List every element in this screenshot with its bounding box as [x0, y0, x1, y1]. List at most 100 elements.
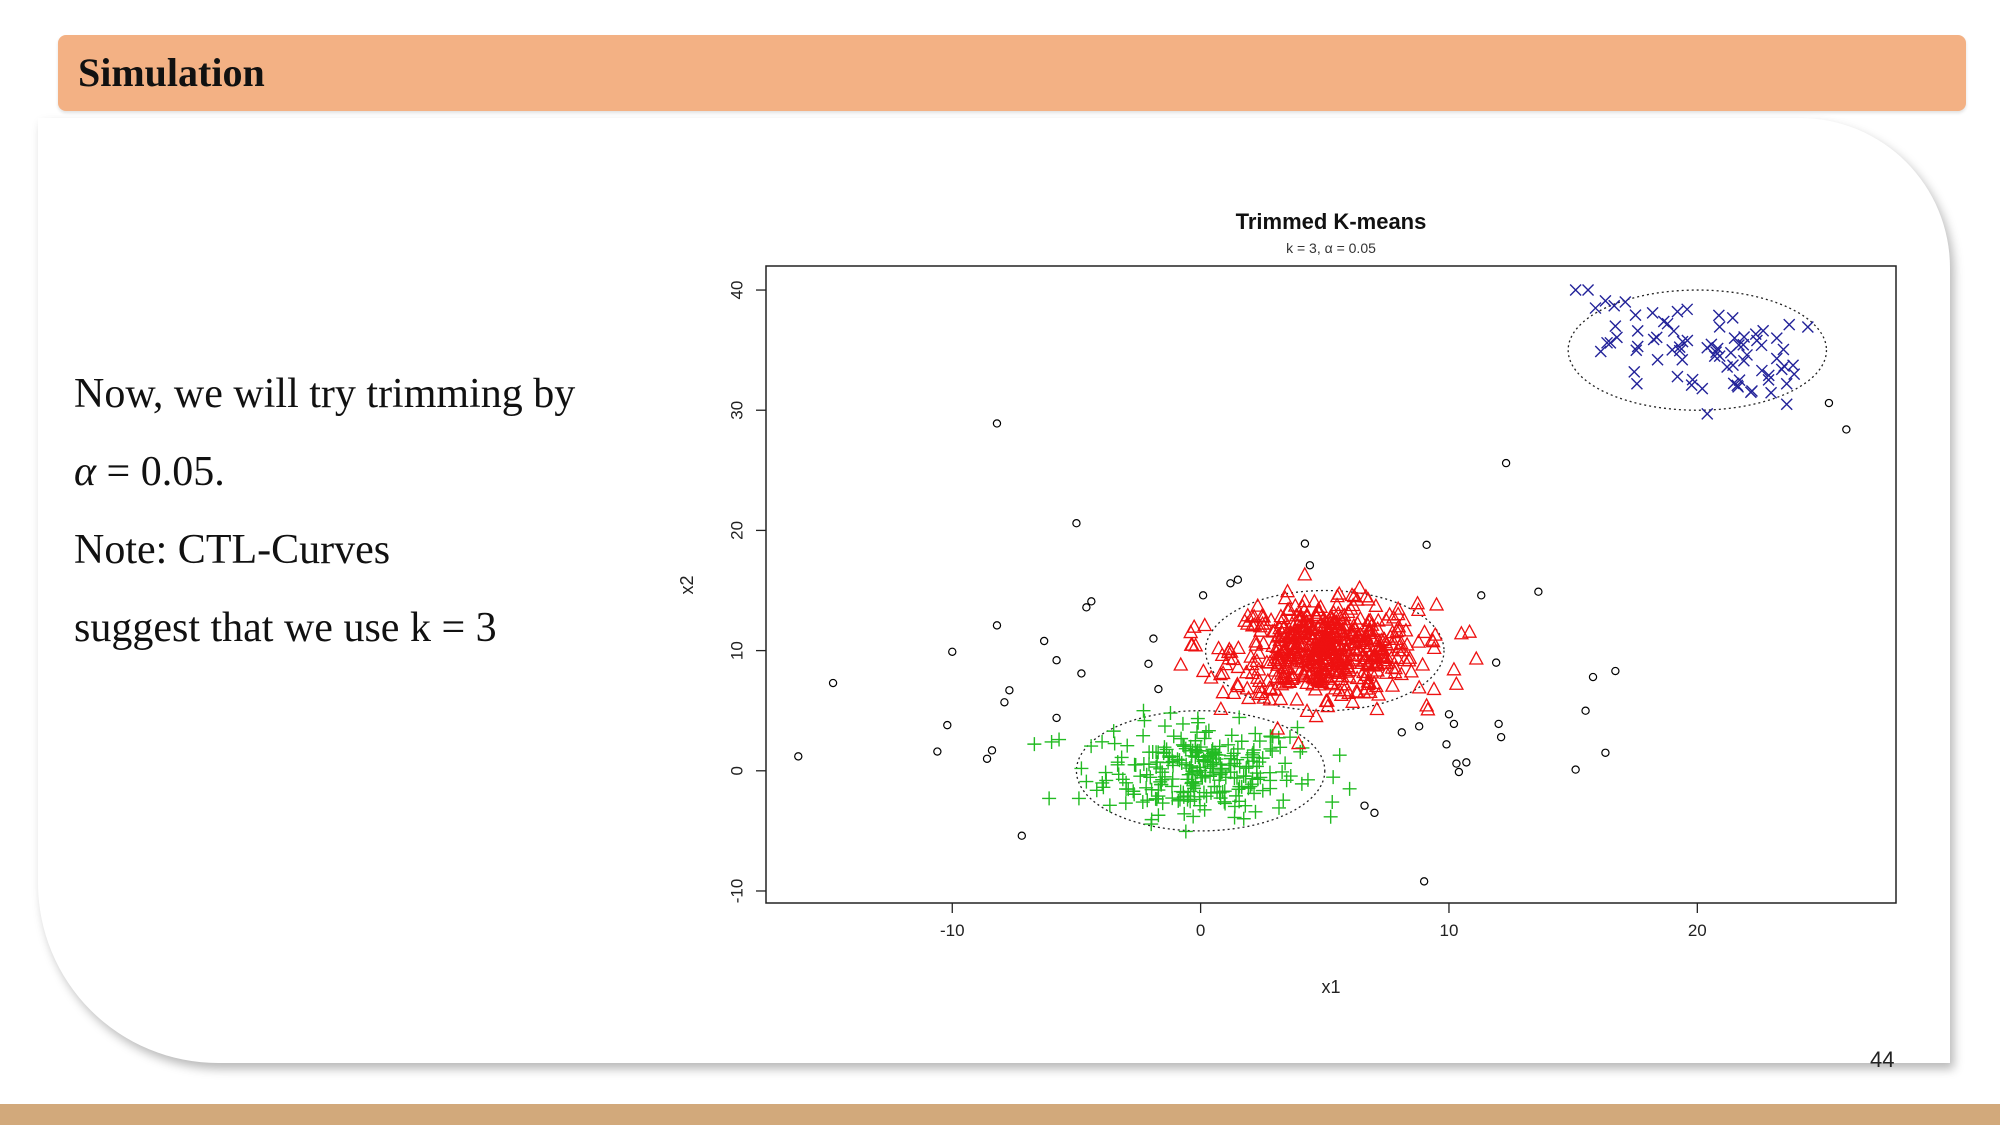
cluster-point: [1410, 633, 1427, 648]
cluster-point: [1737, 354, 1750, 367]
trimmed-point: [1077, 669, 1086, 678]
cluster-point: [1345, 693, 1361, 708]
cluster-point: [1153, 761, 1168, 776]
cluster-point: [1403, 663, 1419, 678]
cluster-point: [1594, 345, 1607, 358]
cluster-point: [1244, 665, 1261, 680]
cluster-point: [1265, 623, 1281, 638]
cluster-point: [1296, 668, 1313, 683]
cluster-point: [1251, 685, 1267, 700]
cluster-point: [1461, 623, 1478, 638]
cluster-point: [1733, 374, 1746, 387]
cluster-point: [1176, 785, 1191, 800]
slide-title: Simulation: [78, 50, 265, 95]
cluster-point: [1355, 664, 1372, 679]
cluster-point: [1681, 334, 1694, 347]
trimmed-point: [1052, 656, 1061, 665]
cluster-point: [1293, 660, 1309, 675]
cluster-point: [1197, 617, 1213, 632]
trimmed-point: [982, 754, 992, 763]
cluster-point: [1310, 602, 1326, 617]
trimmed-point: [1422, 540, 1431, 550]
cluster-point: [1278, 756, 1293, 771]
cluster-point: [1218, 656, 1234, 671]
cluster-point: [1251, 644, 1267, 659]
trimmed-point: [1588, 672, 1598, 682]
cluster-point: [1589, 302, 1602, 315]
y-axis-label: x2: [677, 575, 697, 594]
trimmed-point: [1419, 877, 1429, 886]
cluster-point: [1155, 772, 1170, 787]
cluster-point: [1306, 648, 1323, 663]
cluster-point: [1173, 656, 1189, 671]
cluster-point: [1366, 629, 1382, 644]
cluster-point: [1139, 767, 1154, 782]
cluster-point: [1296, 593, 1313, 608]
cluster-point: [1208, 745, 1223, 760]
cluster-point: [1646, 306, 1659, 319]
cluster-point: [1631, 324, 1644, 337]
trimmed-point: [1494, 719, 1503, 729]
cluster-point: [1292, 612, 1308, 627]
cluster-point: [1281, 601, 1297, 616]
cluster-point: [1453, 625, 1469, 640]
trimmed-point: [1226, 579, 1235, 588]
trimmed-point: [1072, 519, 1081, 528]
cluster-point: [1107, 736, 1122, 751]
cluster-point: [1263, 741, 1278, 756]
cluster-point: [1240, 690, 1257, 705]
trimmed-point: [1449, 719, 1459, 729]
cluster-point: [1252, 755, 1267, 770]
cluster-point: [1303, 626, 1319, 641]
cluster-point: [1321, 611, 1337, 626]
cluster-point: [1183, 784, 1198, 799]
cluster-point: [1226, 684, 1242, 700]
cluster-point: [1215, 684, 1231, 699]
cluster-point: [1136, 728, 1151, 743]
y-tick-label: 40: [727, 281, 746, 300]
cluster-point: [1721, 360, 1734, 373]
cluster-point: [1215, 665, 1231, 680]
cluster-point: [1183, 624, 1199, 639]
cluster-point: [1726, 311, 1739, 324]
cluster-point: [1262, 691, 1278, 706]
cluster-point: [1327, 624, 1344, 639]
trimmed-point: [1233, 575, 1243, 584]
cluster-point: [1308, 708, 1324, 723]
cluster-point: [1201, 748, 1216, 763]
cluster-point: [1318, 619, 1334, 634]
cluster-point: [1277, 590, 1293, 605]
cluster-point: [1157, 719, 1172, 734]
cluster-point: [1271, 627, 1287, 642]
cluster-point: [1366, 675, 1382, 690]
cluster-point: [1419, 697, 1435, 712]
trimmed-point: [1491, 658, 1501, 667]
cluster-point: [1252, 734, 1267, 749]
cluster-ellipses: [1075, 289, 1828, 832]
cluster-point: [1248, 633, 1264, 648]
cluster-point: [1348, 629, 1364, 644]
cluster-point: [1332, 661, 1348, 676]
cluster-point: [1248, 804, 1263, 819]
cluster-ellipse: [1204, 589, 1445, 712]
cluster-point: [1044, 734, 1059, 749]
cluster-point: [1628, 365, 1641, 378]
cluster-point: [1230, 741, 1245, 756]
cluster-point: [1289, 691, 1305, 706]
cluster-point: [1137, 713, 1152, 728]
cluster-ellipse: [1075, 710, 1326, 832]
cluster-point: [1238, 798, 1253, 813]
cluster-point: [1227, 771, 1242, 786]
cluster-point: [1197, 731, 1212, 746]
text-line-1: Now, we will try trimming by: [74, 371, 576, 417]
cluster-point: [1358, 631, 1374, 646]
cluster-point: [1197, 802, 1212, 817]
cluster-point: [1227, 799, 1242, 814]
cluster-point: [1243, 648, 1259, 663]
cluster-point: [1139, 780, 1154, 795]
cluster-point: [1221, 737, 1236, 752]
cluster-ellipse: [1567, 289, 1828, 411]
y-tick-label: 20: [727, 521, 746, 540]
cluster-point: [1331, 585, 1347, 600]
